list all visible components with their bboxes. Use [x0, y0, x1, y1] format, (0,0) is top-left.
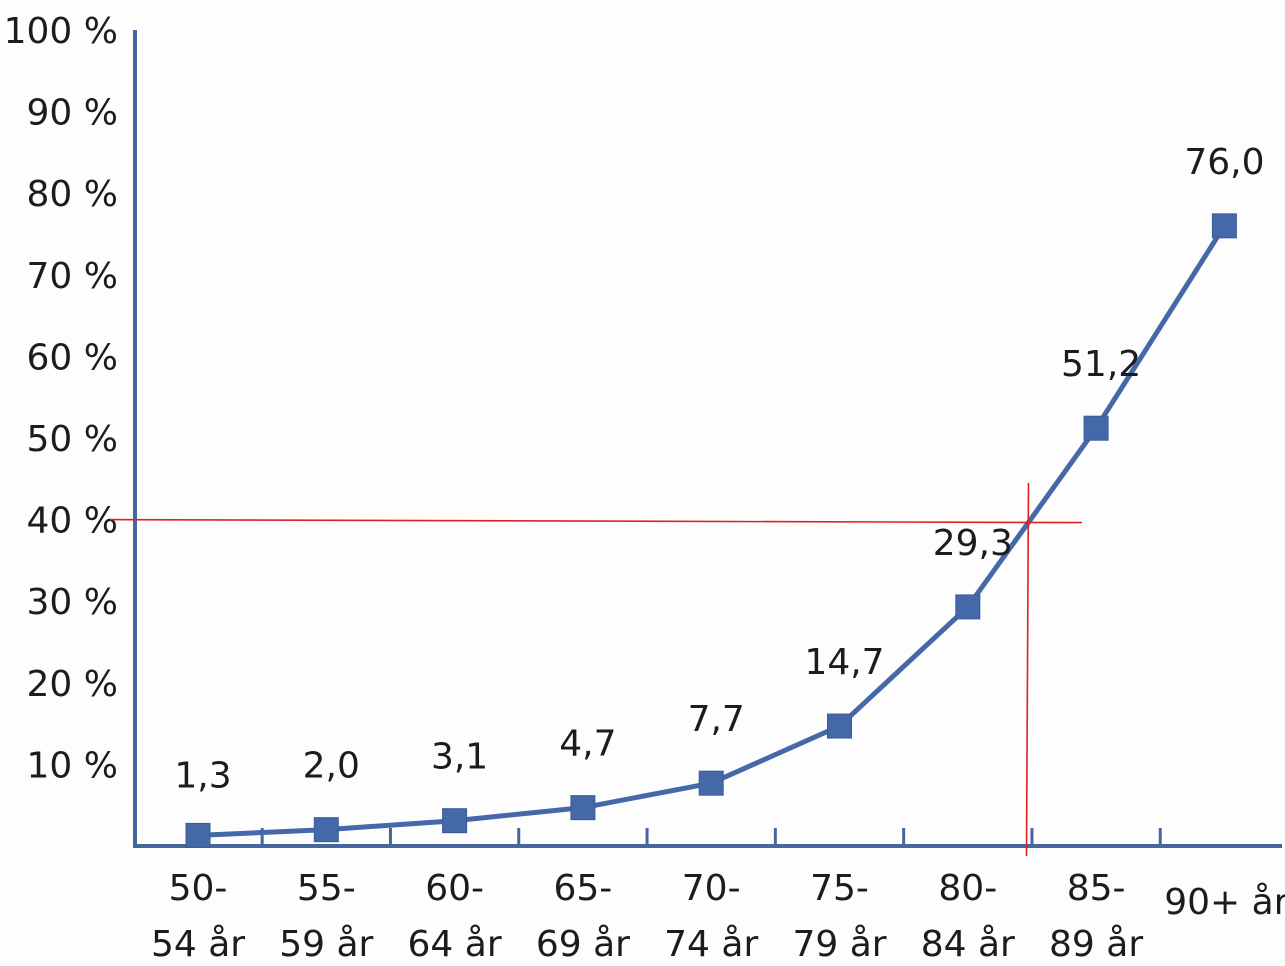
data-label: 3,1 [431, 737, 488, 778]
x-tick-label: 89 år [1049, 924, 1143, 965]
data-point [313, 817, 339, 843]
data-label: 29,3 [933, 523, 1013, 564]
reference-line-vertical [1025, 482, 1030, 857]
data-point [442, 808, 468, 834]
x-tick-label: 54 år [151, 924, 245, 965]
x-tick-label: 59 år [279, 924, 373, 965]
x-tick-label: 75- [810, 868, 869, 909]
data-label: 76,0 [1184, 142, 1264, 183]
x-tick-label: 79 år [792, 924, 886, 965]
x-tick-labels: 50- 54 år 55- 59 år 60- 64 år 65- 69 år 70- 74 år… [151, 868, 1285, 965]
data-label: 2,0 [303, 746, 360, 787]
x-tick-label: 65- [553, 868, 612, 909]
x-tick-label: 50- [169, 868, 228, 909]
x-tick-marks [260, 828, 1162, 846]
y-tick-label: 90 % [27, 93, 118, 134]
x-tick-label: 74 år [664, 924, 758, 965]
y-tick-label: 50 % [27, 419, 118, 460]
reference-line-horizontal [109, 518, 1083, 524]
data-point [1083, 415, 1109, 441]
x-tick-label: 60- [425, 868, 484, 909]
data-point [570, 795, 596, 821]
y-tick-labels: 10 % 20 % 30 % 40 % 50 % 60 % 70 % 80 % 90 % 100 … [4, 11, 118, 786]
y-tick-label: 60 % [27, 337, 118, 378]
y-tick-label: 10 % [27, 745, 118, 786]
x-tick-label: 70- [682, 868, 741, 909]
x-tick-label: 64 år [408, 924, 502, 965]
data-label: 1,3 [174, 755, 231, 796]
x-tick-label: 80- [938, 868, 997, 909]
data-labels: 1,3 2,0 3,1 4,7 7,7 14,7 29,3 51,2 76,0 [174, 142, 1264, 797]
data-point [698, 770, 724, 796]
data-label: 14,7 [804, 642, 884, 683]
x-tick-label: 84 år [921, 924, 1015, 965]
y-tick-label: 70 % [27, 256, 118, 297]
y-tick-label: 20 % [27, 664, 118, 705]
data-label: 4,7 [559, 724, 616, 765]
series-markers [185, 213, 1237, 848]
y-tick-label: 80 % [27, 174, 118, 215]
data-point [955, 594, 981, 620]
x-tick-label: 55- [297, 868, 356, 909]
data-point [827, 713, 852, 739]
y-tick-label: 100 % [4, 11, 118, 52]
x-tick-label: 69 år [536, 924, 630, 965]
x-tick-label: 85- [1067, 868, 1126, 909]
data-label: 7,7 [688, 699, 745, 740]
reference-lines [109, 482, 1083, 857]
data-point [1211, 213, 1237, 239]
data-label: 51,2 [1061, 344, 1141, 385]
series-line [197, 224, 1227, 838]
y-tick-label: 30 % [27, 582, 118, 623]
y-tick-label: 40 % [27, 501, 118, 542]
x-tick-label: 90+ år [1164, 882, 1285, 923]
data-point [185, 822, 211, 848]
